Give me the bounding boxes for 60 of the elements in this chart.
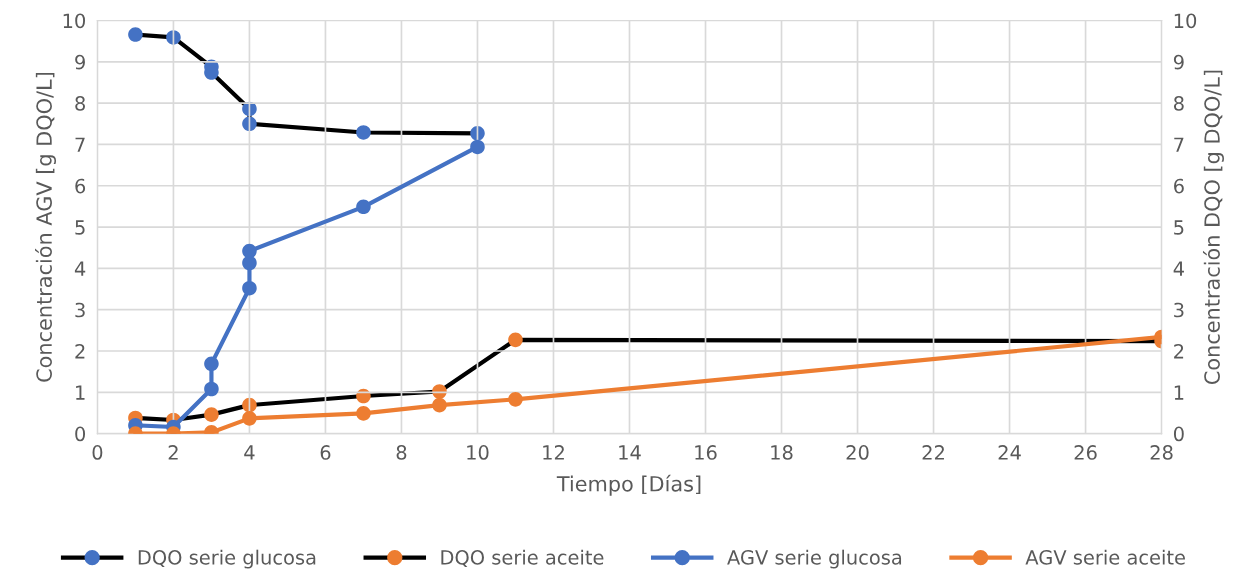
y2-tick-label: 9 [1173, 54, 1184, 70]
point [356, 125, 371, 140]
x-tick-label: 12 [543, 445, 564, 460]
x-tick-label: 26 [1074, 445, 1097, 460]
y-tick-label: 5 [75, 220, 85, 235]
y-tick-label: 7 [75, 137, 85, 152]
y2-tick-label: 3 [1174, 302, 1184, 318]
point [242, 255, 257, 271]
point [128, 27, 143, 42]
y2-tick-label: 6 [1174, 178, 1184, 194]
x-tick-label: 18 [771, 445, 793, 460]
x-tick-label: 8 [396, 445, 407, 460]
x-tick-label: 0 [92, 445, 103, 460]
point [242, 411, 257, 426]
x-tick-label: 16 [695, 445, 717, 460]
point [356, 199, 371, 215]
point [508, 392, 523, 407]
point [470, 139, 485, 155]
point [204, 407, 219, 422]
y-tick-label: 0 [75, 426, 86, 442]
y2-tick-label: 10 [1174, 13, 1197, 29]
y-tick-label: 3 [75, 302, 85, 318]
y-tick-label: 9 [75, 54, 85, 70]
y2-tick-label: 8 [1174, 96, 1184, 111]
x-tick-label: 20 [846, 445, 869, 460]
y-tick-label: 8 [75, 96, 85, 111]
legend-label: AGV serie aceite [1025, 549, 1185, 565]
point [242, 280, 257, 296]
x-tick-label: 28 [1150, 445, 1173, 460]
y2-tick-label: 1 [1174, 385, 1184, 400]
legend-label: AGV serie glucosa [727, 549, 902, 569]
y2-tick-label: 7 [1174, 137, 1184, 152]
y-tick-label: 2 [75, 343, 85, 359]
y-tick-label: 10 [63, 13, 86, 29]
x-tick-label: 2 [168, 445, 178, 460]
point [432, 397, 447, 413]
x-tick-label: 10 [467, 445, 489, 460]
y2-tick-label: 2 [1174, 343, 1184, 359]
x-tick-label: 14 [619, 445, 641, 460]
point [242, 243, 257, 259]
y2-tick-label: 0 [1173, 426, 1184, 442]
x-axis-title: Tiempo [Días] [556, 474, 701, 496]
y2-tick-label: 5 [1174, 220, 1184, 235]
y-tick-label: 1 [76, 385, 85, 400]
x-tick-label: 22 [922, 445, 944, 460]
point [204, 356, 219, 372]
legend-label: DQO serie aceite [441, 549, 604, 567]
point [204, 381, 219, 397]
y2-axis-title: Concentración DQO [g DQO/L] [1202, 70, 1224, 385]
point [356, 406, 371, 421]
y-tick-label: 4 [74, 261, 86, 276]
x-tick-label: 6 [320, 445, 331, 460]
y-axis-title: Concentración AGV [g DQO/L] [35, 72, 57, 382]
x-tick-label: 4 [244, 445, 255, 460]
point [470, 126, 485, 141]
legend-label: DQO serie glucosa [138, 549, 316, 569]
y-tick-label: 6 [75, 178, 86, 194]
x-tick-label: 24 [998, 445, 1021, 460]
point [508, 332, 523, 348]
y2-tick-label: 4 [1173, 261, 1184, 276]
